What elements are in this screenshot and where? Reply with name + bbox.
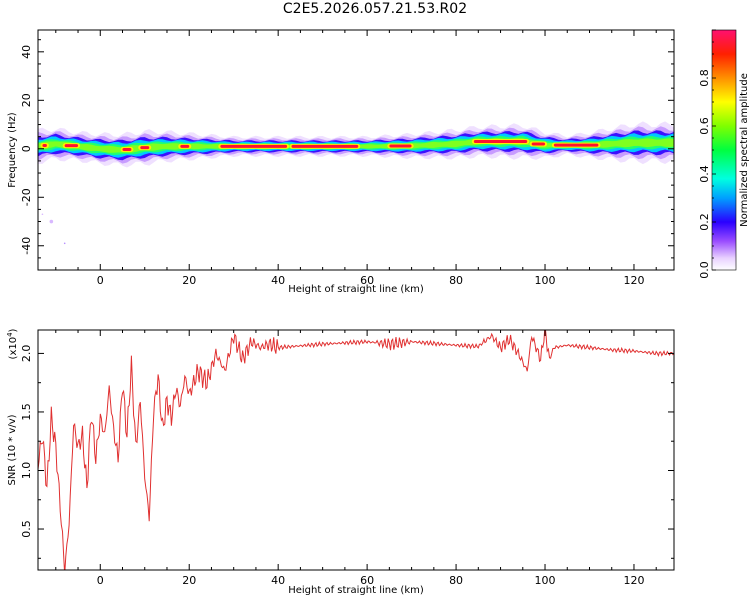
top-y-axis-title: Frequency (Hz) [7,112,18,188]
colorbar-tick-label: 0.4 [698,165,711,183]
bottom-y-axis: 0.5 1.0 1.5 2.0 [20,345,674,559]
heatmap-peak-core [291,144,359,148]
bottom-x-tick-label: 60 [360,574,374,587]
heatmap-peak-core [122,148,132,152]
heatmap-scatter-point [49,219,54,224]
bottom-y-tick-label: 2.0 [20,345,33,363]
svg-text:(x104): (x104) [6,328,19,359]
top-x-tick-label: 40 [271,274,285,287]
heatmap-peak-core [531,142,546,146]
top-x-tick-label: 120 [623,274,644,287]
top-y-tick-label: -40 [20,237,33,255]
heatmap-scatter-point [63,242,66,245]
bottom-y-tick-label: 1.5 [20,403,33,421]
colorbar-tick-label: 0.8 [698,69,711,87]
heatmap-scatter-point [41,213,44,216]
bottom-x-tick-label: 80 [449,574,463,587]
colorbar-axis: 0.0 0.2 0.4 0.6 0.8 [698,29,716,279]
page-title: C2E5.2026.057.21.53.R02 [282,1,468,17]
bottom-y-multiplier: (x104) [6,328,19,359]
top-y-tick-label: 40 [20,45,33,59]
heatmap-peak-core [180,144,190,148]
top-plot-frame [37,29,675,271]
colorbar-gradient [711,29,737,271]
top-y-tick-label: 20 [20,93,33,107]
top-y-tick-label: 0 [20,145,33,152]
heatmap-peak-core [473,140,528,144]
bottom-x-tick-label: 120 [623,574,644,587]
spectrogram-panel: 0 20 40 60 80 100 120 -40 -20 0 20 40 Height of st… [7,29,675,295]
bottom-x-tick-label: 20 [182,574,196,587]
colorbar: 0.0 0.2 0.4 0.6 0.8 Normalized spectral ampl… [698,29,750,279]
heatmap-band [38,121,674,245]
heatmap-peak-core [64,144,79,148]
colorbar-tick-label: 0.2 [698,213,711,231]
colorbar-title: Normalized spectral amplitude [739,73,750,227]
top-y-tick-label: -20 [20,188,33,206]
top-x-tick-label: 0 [97,274,104,287]
bottom-y-tick-label: 0.5 [20,520,33,538]
bottom-x-tick-label: 100 [535,574,556,587]
top-x-axis: 0 20 40 60 80 100 120 [55,30,657,287]
heatmap-peak-core [42,143,47,147]
bottom-x-tick-label: 0 [97,574,104,587]
snr-series-line [38,330,674,570]
top-x-tick-label: 20 [182,274,196,287]
top-y-axis: -40 -20 0 20 40 [20,39,674,259]
bottom-x-axis-title: Height of straight line (km) [288,585,424,596]
top-x-tick-label: 60 [360,274,374,287]
bottom-plot-frame [37,329,675,571]
colorbar-tick-label: 0.0 [698,261,711,279]
heatmap-peak-core [389,144,412,148]
heatmap-peak-core [553,143,599,147]
top-x-tick-label: 100 [535,274,556,287]
top-x-axis-title: Height of straight line (km) [288,284,424,295]
heatmap-peak-core [140,146,150,150]
top-x-tick-label: 80 [449,274,463,287]
snr-panel: 0 20 40 60 80 100 120 0.5 1.0 1.5 2.0 Height of s… [6,328,675,596]
bottom-x-tick-label: 40 [271,574,285,587]
colorbar-tick-label: 0.6 [698,117,711,135]
bottom-x-axis: 0 20 40 60 80 100 120 [55,330,657,587]
heatmap-peak-core [220,144,288,148]
bottom-y-axis-title: SNR (10 * v/v) [7,414,18,485]
bottom-y-tick-label: 1.0 [20,462,33,480]
